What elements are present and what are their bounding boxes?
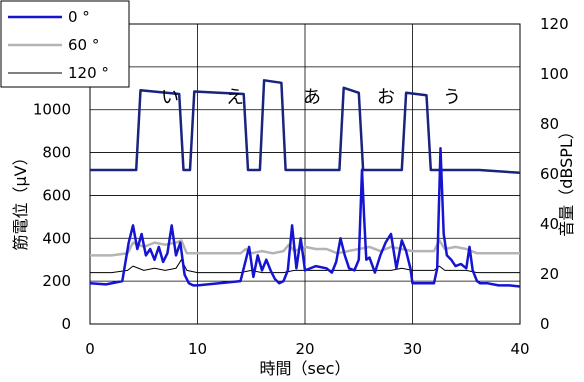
series-line-120deg <box>90 259 520 274</box>
x-tick-label: 10 <box>188 340 207 358</box>
y-left-tick-label: 200 <box>42 272 71 290</box>
x-tick-label: 20 <box>295 340 314 358</box>
y-right-tick-label: 100 <box>540 65 569 83</box>
y-axis-right-title: 音量（dBSPL） <box>557 123 576 237</box>
y-left-tick-label: 1000 <box>33 101 71 119</box>
y-right-tick-label: 120 <box>540 15 569 33</box>
vowel-label: あ <box>303 87 321 108</box>
x-tick-label: 40 <box>510 340 529 358</box>
y-right-tick-label: 60 <box>540 165 559 183</box>
legend: 0 ° 60 ° 120 ° <box>0 0 130 88</box>
y-left-tick-label: 0 <box>61 315 71 333</box>
legend-label: 60 ° <box>68 36 99 54</box>
y-axis-left-title: 筋電位（μV） <box>11 149 30 250</box>
series-layer <box>89 79 521 288</box>
axis-ticks: 0102030400200400600800100012000204060801… <box>33 15 569 358</box>
y-left-tick-label: 600 <box>42 186 71 204</box>
gridlines <box>90 24 520 324</box>
vowel-annotations: い え あ お う <box>161 87 461 108</box>
y-right-tick-label: 20 <box>540 265 559 283</box>
x-axis-title: 時間（sec） <box>260 359 351 378</box>
legend-label: 120 ° <box>68 64 109 82</box>
vowel-label: い <box>161 87 179 108</box>
y-right-tick-label: 80 <box>540 115 559 133</box>
vowel-label: お <box>377 87 395 108</box>
vowel-label: う <box>443 87 461 108</box>
x-tick-label: 30 <box>403 340 422 358</box>
vowel-label: え <box>226 87 244 108</box>
y-right-tick-label: 0 <box>540 315 550 333</box>
x-tick-label: 0 <box>85 340 95 358</box>
series-line-0deg <box>89 147 521 288</box>
legend-label: 0 ° <box>68 8 90 26</box>
y-left-tick-label: 800 <box>42 144 71 162</box>
series-line-volume-envelope <box>90 79 521 175</box>
y-right-tick-label: 40 <box>540 215 559 233</box>
y-left-tick-label: 400 <box>42 229 71 247</box>
